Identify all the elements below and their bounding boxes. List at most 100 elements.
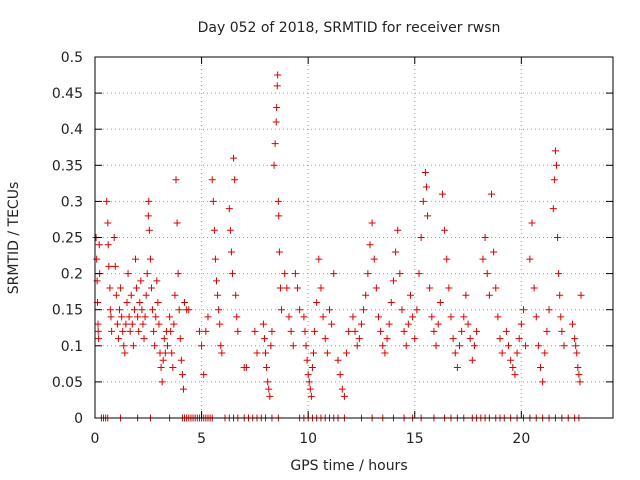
data-point [132,255,140,263]
data-point [143,270,151,278]
data-point [145,197,153,205]
data-point [289,342,297,350]
data-point [551,147,559,155]
data-point [118,313,126,321]
data-point [135,327,143,335]
data-point [226,226,234,234]
data-point [146,255,154,263]
data-point [120,342,128,350]
data-point [537,363,545,371]
data-point [265,385,273,393]
data-point [242,363,250,371]
data-point [303,356,311,364]
data-point [543,327,551,335]
data-point [185,306,193,314]
data-point [568,320,576,328]
data-point [134,313,142,321]
data-point [110,234,118,241]
y-tick-label: 0.4 [61,122,83,138]
data-point [95,241,103,249]
data-point [443,255,451,263]
data-point [515,335,523,343]
data-point [130,306,138,314]
data-point [137,277,145,285]
data-point [294,284,302,292]
data-point [259,320,267,328]
y-tick-label: 0.2 [61,267,83,283]
data-point [353,342,361,350]
data-point [526,255,534,263]
data-point [456,342,464,350]
data-point [487,190,495,198]
data-point [225,205,233,213]
data-point [560,342,568,350]
data-point [362,291,370,299]
data-point [328,320,336,328]
data-point [438,190,446,198]
y-tick-label: 0.25 [52,231,83,247]
data-point [368,219,376,227]
data-point [451,349,459,357]
data-point [481,234,489,241]
data-point [462,291,470,299]
data-point [176,335,184,343]
data-point [233,313,241,321]
grid [95,57,613,418]
data-point [213,277,221,285]
data-point [575,371,583,379]
data-point [195,327,203,335]
data-point [121,349,129,357]
data-point [449,335,457,343]
data-point [517,320,525,328]
data-point [313,298,321,306]
data-point [464,320,472,328]
x-tick-label: 20 [512,431,530,447]
data-point [375,313,383,321]
data-point [211,255,219,263]
data-point [417,234,425,241]
data-point [119,327,127,335]
data-point [147,284,155,292]
data-point [160,335,168,343]
data-point [278,306,286,314]
data-point [340,392,348,400]
data-point [124,270,132,278]
data-point [325,306,333,314]
data-point [550,176,558,184]
data-point [215,306,223,314]
axis-ticks: 0 0.05 0.1 0.15 0.2 0.25 0.3 0.35 0.4 0.45 0.5 0 5 10… [52,50,613,447]
data-point [555,270,563,278]
data-point [139,320,147,328]
data-point [266,392,274,400]
data-point [178,371,186,379]
data-point [507,356,515,364]
data-point [357,320,365,328]
data-point [306,385,314,393]
data-point [539,378,547,386]
data-point [262,349,270,357]
data-point [498,349,506,357]
data-point [230,154,238,162]
data-point [152,313,160,321]
data-point [430,327,438,335]
data-point [181,298,189,306]
data-point [108,327,116,335]
data-point [398,306,406,314]
data-point [154,298,162,306]
data-point [309,349,317,357]
data-point [287,327,295,335]
data-point [136,298,144,306]
data-point [441,226,449,234]
data-point [123,298,131,306]
data-point [94,327,102,335]
data-point [364,270,372,278]
data-point [554,234,562,241]
data-point [214,291,222,299]
data-point [573,349,581,357]
data-point [558,327,566,335]
data-point [383,335,391,343]
y-tick-label: 0.15 [52,303,83,319]
data-point [509,363,517,371]
data-point [111,262,119,270]
data-point [281,270,289,278]
